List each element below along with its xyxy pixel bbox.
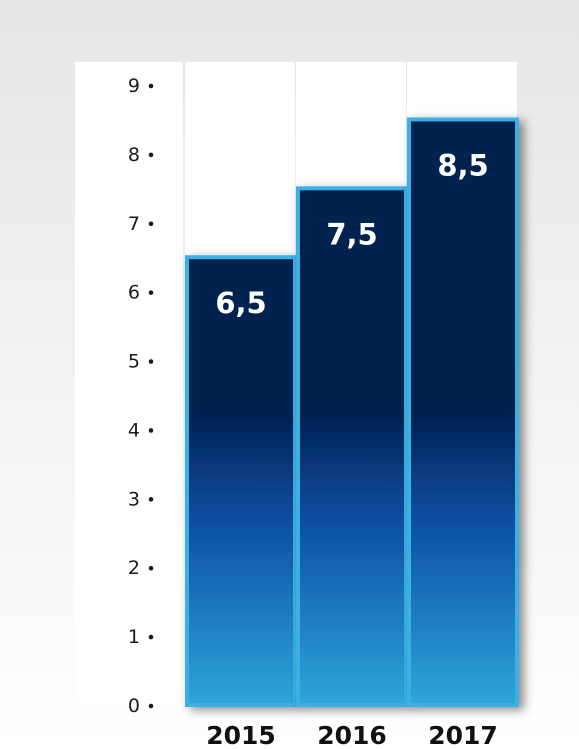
data-label-2017: 8,5 [437, 148, 488, 182]
x-tick-label-2017: 2017 [428, 721, 498, 749]
column-bg-axis [75, 62, 183, 705]
y-tick-dot [148, 703, 154, 709]
y-tick-label: 0 [128, 695, 140, 717]
y-tick-dot [148, 290, 154, 295]
y-axis: 0 1 2 3 4 5 6 7 8 9 [128, 75, 154, 717]
data-labels: 6,5 7,5 8,5 [215, 148, 488, 320]
y-tick-label: 4 [128, 419, 140, 441]
y-tick-dot [148, 152, 154, 158]
y-tick-label: 7 [128, 213, 140, 235]
x-axis: 2015 2016 2017 [206, 721, 498, 749]
y-tick-label: 9 [128, 75, 140, 97]
y-tick-dot [148, 565, 154, 571]
y-tick-label: 2 [128, 557, 140, 579]
x-tick-label-2015: 2015 [206, 721, 276, 749]
y-tick-dot [148, 634, 154, 640]
bars [185, 117, 519, 708]
bar-2016 [296, 186, 408, 708]
data-label-2016: 7,5 [326, 217, 377, 251]
bar-2017 [407, 117, 519, 707]
data-label-2015: 6,5 [215, 286, 266, 320]
y-tick-dot [148, 428, 154, 433]
x-tick-label-2016: 2016 [317, 721, 387, 749]
y-tick-dot [148, 497, 154, 502]
y-tick-label: 6 [128, 282, 140, 304]
y-tick-label: 3 [128, 488, 140, 510]
y-tick-dot [148, 221, 154, 227]
y-tick-dot [148, 359, 154, 364]
y-tick-dot [148, 83, 154, 89]
y-tick-label: 5 [128, 351, 140, 373]
y-tick-label: 8 [128, 144, 140, 166]
y-tick-label: 1 [128, 626, 140, 648]
bar-2015 [185, 255, 297, 707]
